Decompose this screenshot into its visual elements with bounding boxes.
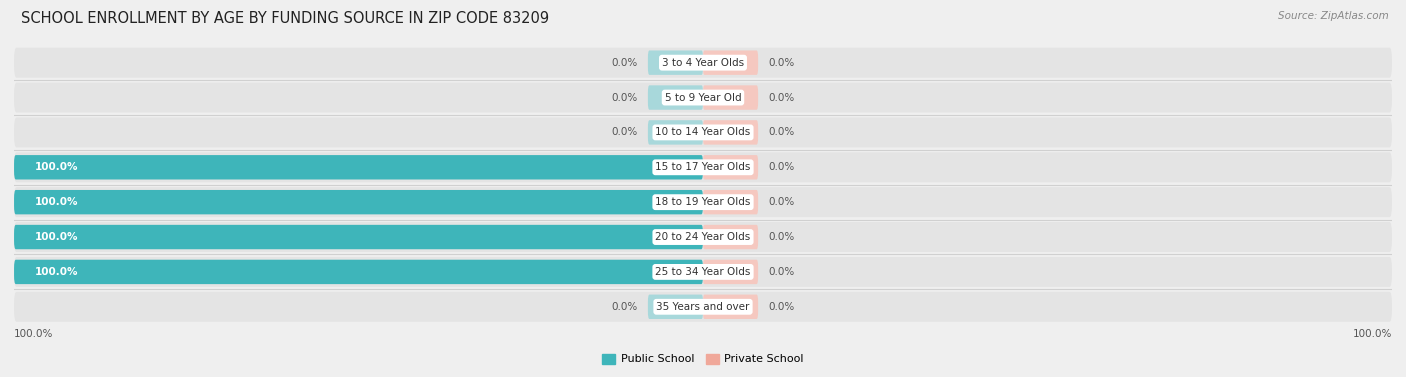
FancyBboxPatch shape (14, 257, 1392, 287)
FancyBboxPatch shape (14, 225, 703, 249)
Text: 15 to 17 Year Olds: 15 to 17 Year Olds (655, 162, 751, 172)
Text: 0.0%: 0.0% (612, 302, 637, 312)
FancyBboxPatch shape (703, 190, 758, 215)
FancyBboxPatch shape (14, 117, 1392, 147)
Text: 100.0%: 100.0% (35, 162, 79, 172)
Text: 0.0%: 0.0% (769, 162, 794, 172)
FancyBboxPatch shape (703, 85, 758, 110)
FancyBboxPatch shape (648, 85, 703, 110)
Text: 3 to 4 Year Olds: 3 to 4 Year Olds (662, 58, 744, 68)
Text: 0.0%: 0.0% (769, 58, 794, 68)
FancyBboxPatch shape (648, 120, 703, 145)
FancyBboxPatch shape (703, 260, 758, 284)
Text: 100.0%: 100.0% (35, 197, 79, 207)
FancyBboxPatch shape (703, 120, 758, 145)
FancyBboxPatch shape (14, 187, 1392, 217)
FancyBboxPatch shape (14, 222, 1392, 252)
Text: 10 to 14 Year Olds: 10 to 14 Year Olds (655, 127, 751, 138)
FancyBboxPatch shape (14, 292, 1392, 322)
Text: 100.0%: 100.0% (35, 232, 79, 242)
Legend: Public School, Private School: Public School, Private School (598, 349, 808, 369)
Text: 0.0%: 0.0% (769, 267, 794, 277)
Text: 0.0%: 0.0% (769, 92, 794, 103)
Text: 0.0%: 0.0% (769, 232, 794, 242)
FancyBboxPatch shape (648, 51, 703, 75)
Text: 100.0%: 100.0% (1353, 329, 1392, 339)
Text: 18 to 19 Year Olds: 18 to 19 Year Olds (655, 197, 751, 207)
FancyBboxPatch shape (703, 225, 758, 249)
Text: 5 to 9 Year Old: 5 to 9 Year Old (665, 92, 741, 103)
Text: 0.0%: 0.0% (612, 92, 637, 103)
Text: 25 to 34 Year Olds: 25 to 34 Year Olds (655, 267, 751, 277)
FancyBboxPatch shape (14, 260, 703, 284)
FancyBboxPatch shape (14, 48, 1392, 78)
Text: 20 to 24 Year Olds: 20 to 24 Year Olds (655, 232, 751, 242)
Text: 0.0%: 0.0% (612, 58, 637, 68)
Text: 0.0%: 0.0% (612, 127, 637, 138)
FancyBboxPatch shape (703, 294, 758, 319)
Text: 100.0%: 100.0% (35, 267, 79, 277)
Text: 0.0%: 0.0% (769, 127, 794, 138)
FancyBboxPatch shape (14, 83, 1392, 113)
FancyBboxPatch shape (14, 152, 1392, 182)
FancyBboxPatch shape (648, 294, 703, 319)
Text: 35 Years and over: 35 Years and over (657, 302, 749, 312)
Text: 100.0%: 100.0% (14, 329, 53, 339)
Text: SCHOOL ENROLLMENT BY AGE BY FUNDING SOURCE IN ZIP CODE 83209: SCHOOL ENROLLMENT BY AGE BY FUNDING SOUR… (21, 11, 550, 26)
FancyBboxPatch shape (703, 51, 758, 75)
Text: 0.0%: 0.0% (769, 302, 794, 312)
Text: 0.0%: 0.0% (769, 197, 794, 207)
Text: Source: ZipAtlas.com: Source: ZipAtlas.com (1278, 11, 1389, 21)
FancyBboxPatch shape (703, 155, 758, 179)
FancyBboxPatch shape (14, 155, 703, 179)
FancyBboxPatch shape (14, 190, 703, 215)
